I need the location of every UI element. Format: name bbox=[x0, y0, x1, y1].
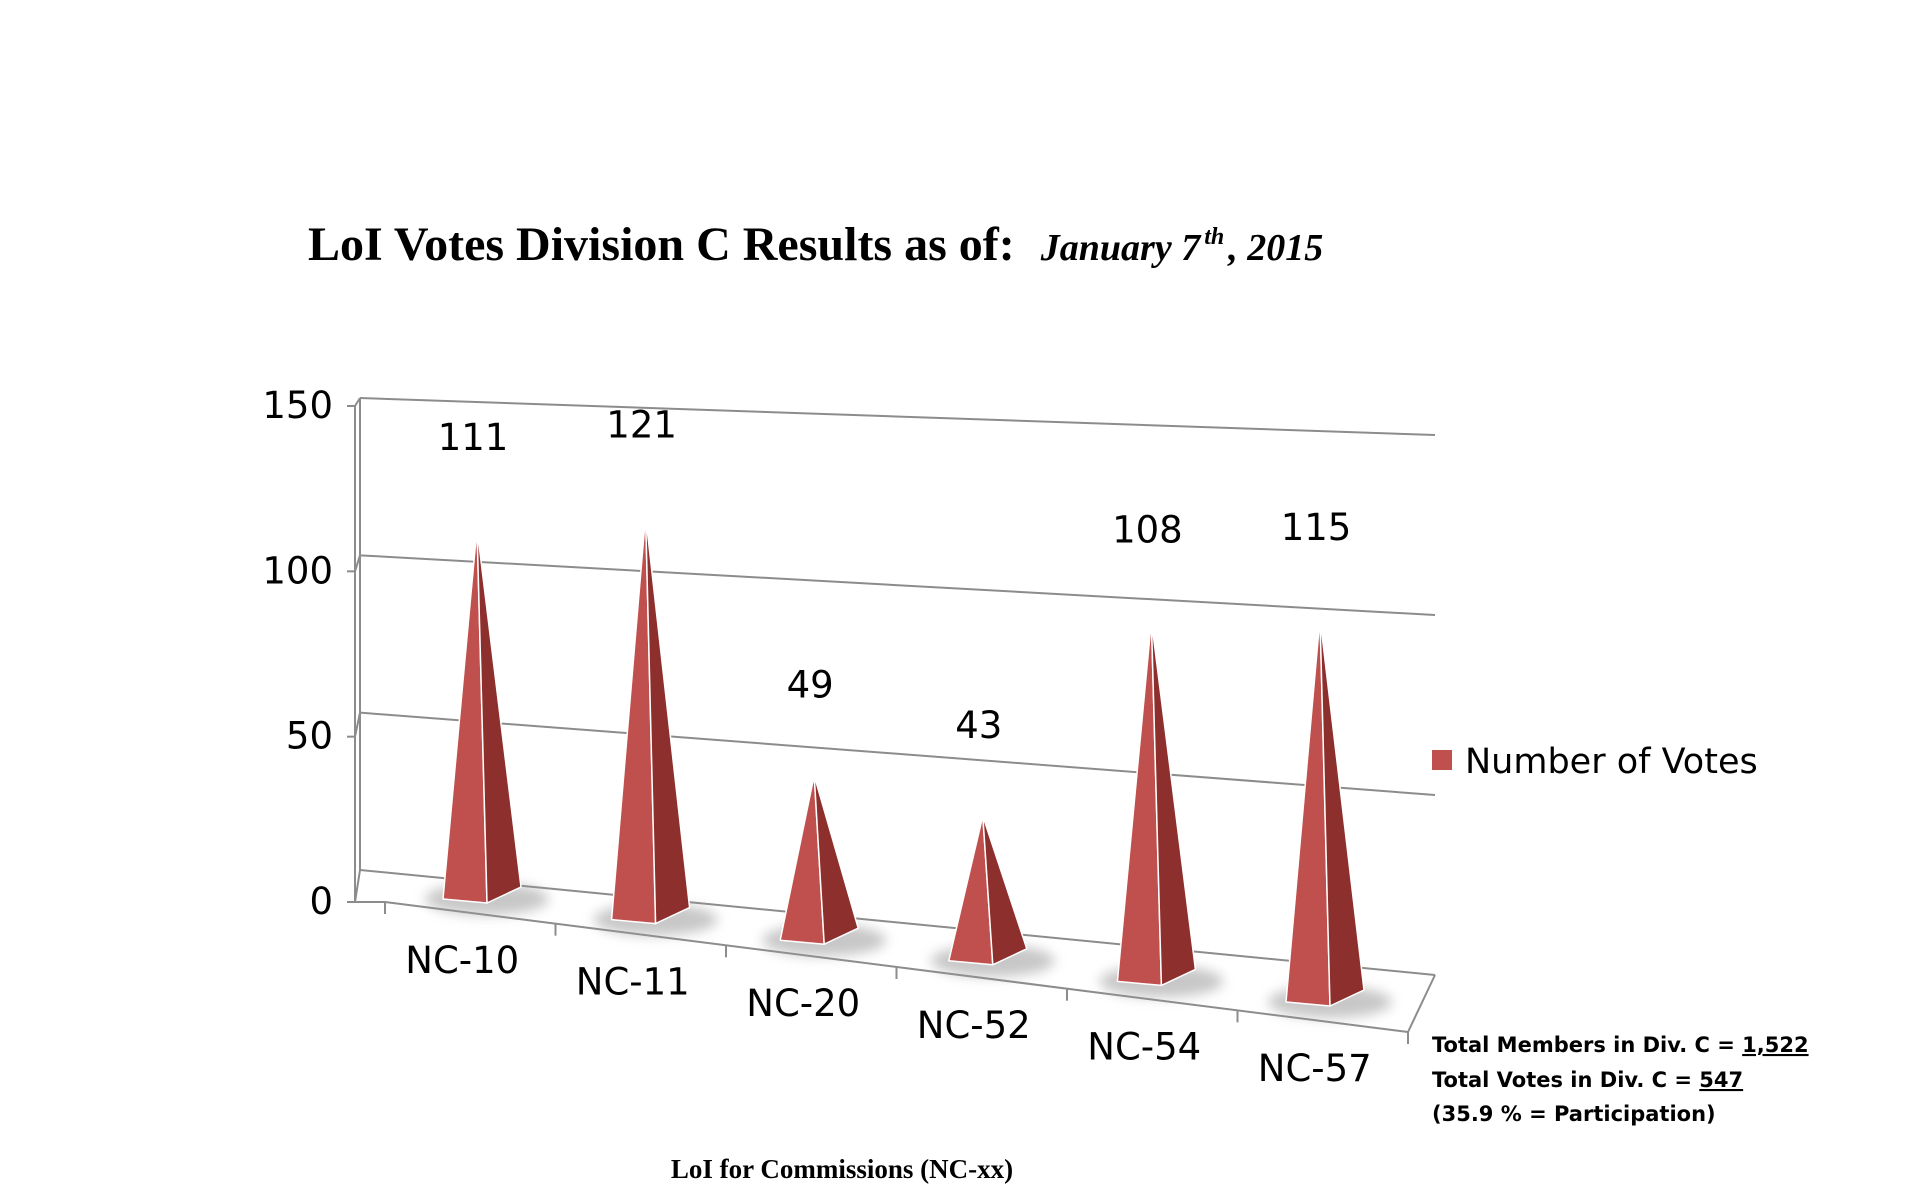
data-label: 43 bbox=[955, 704, 1002, 747]
chart-title-main: LoI Votes Division C Results as of: bbox=[308, 218, 1015, 271]
bar-side-face bbox=[1150, 619, 1197, 987]
x-tick-label: NC-54 bbox=[1087, 1026, 1201, 1069]
chart-title-date-year: , 2015 bbox=[1227, 227, 1323, 269]
x-tick-label: NC-20 bbox=[746, 982, 860, 1025]
data-label: 111 bbox=[438, 416, 509, 459]
y-tick-label: 150 bbox=[262, 384, 333, 427]
gridline bbox=[359, 711, 1436, 796]
bars bbox=[442, 514, 1365, 1007]
bar-side-face bbox=[1319, 617, 1365, 1007]
floor-right-edge bbox=[1407, 974, 1436, 1033]
note-total-members-label: Total Members in Div. C = bbox=[1432, 1033, 1742, 1057]
x-tick-label: NC-52 bbox=[917, 1004, 1031, 1047]
note-total-votes-label: Total Votes in Div. C = bbox=[1432, 1068, 1699, 1092]
legend-swatch bbox=[1432, 750, 1452, 770]
chart-title-date-suffix: th bbox=[1204, 224, 1224, 250]
note-total-members: Total Members in Div. C = 1,522 bbox=[1432, 1033, 1809, 1057]
gridline bbox=[359, 554, 1436, 616]
x-axis-title: LoI for Commissions (NC-xx) bbox=[671, 1154, 1013, 1184]
y-tick-label: 0 bbox=[309, 880, 333, 923]
bar-side-face bbox=[982, 815, 1028, 966]
totals-notes: Total Members in Div. C = 1,522 Total Vo… bbox=[1432, 1033, 1809, 1126]
chart-title: LoI Votes Division C Results as of: Janu… bbox=[308, 218, 1323, 271]
chart-title-date: January 7 bbox=[1040, 227, 1202, 269]
legend-label: Number of Votes bbox=[1465, 742, 1758, 782]
note-total-members-value: 1,522 bbox=[1742, 1033, 1808, 1057]
x-tick-label: NC-11 bbox=[576, 961, 690, 1004]
data-labels: 111 121 49 43 108 115 bbox=[438, 403, 1352, 746]
bar-shadows bbox=[425, 883, 1392, 1018]
x-tick-label: NC-57 bbox=[1258, 1047, 1372, 1090]
bar-side-face bbox=[476, 527, 522, 904]
data-label: 49 bbox=[787, 663, 834, 706]
gridline bbox=[359, 397, 1436, 436]
note-total-votes: Total Votes in Div. C = 547 bbox=[1432, 1068, 1743, 1092]
axes bbox=[354, 398, 1436, 1033]
data-label: 121 bbox=[606, 403, 677, 446]
x-tick-label: NC-10 bbox=[405, 939, 519, 982]
y-tick-labels: 0 50 100 150 bbox=[262, 384, 355, 923]
data-label: 108 bbox=[1112, 508, 1183, 551]
data-label: 115 bbox=[1281, 506, 1352, 549]
y-tick-label: 50 bbox=[286, 715, 333, 758]
bar-side-face bbox=[644, 514, 691, 925]
gridline bbox=[359, 869, 1436, 976]
note-participation: (35.9 % = Participation) bbox=[1432, 1102, 1716, 1126]
x-tick-labels: NC-10 NC-11 NC-20 NC-52 NC-54 NC-57 bbox=[384, 902, 1409, 1090]
bar-side-face bbox=[813, 774, 859, 945]
note-total-votes-value: 547 bbox=[1699, 1068, 1743, 1092]
y-tick-label: 100 bbox=[262, 549, 333, 592]
legend: Number of Votes bbox=[1432, 742, 1758, 782]
